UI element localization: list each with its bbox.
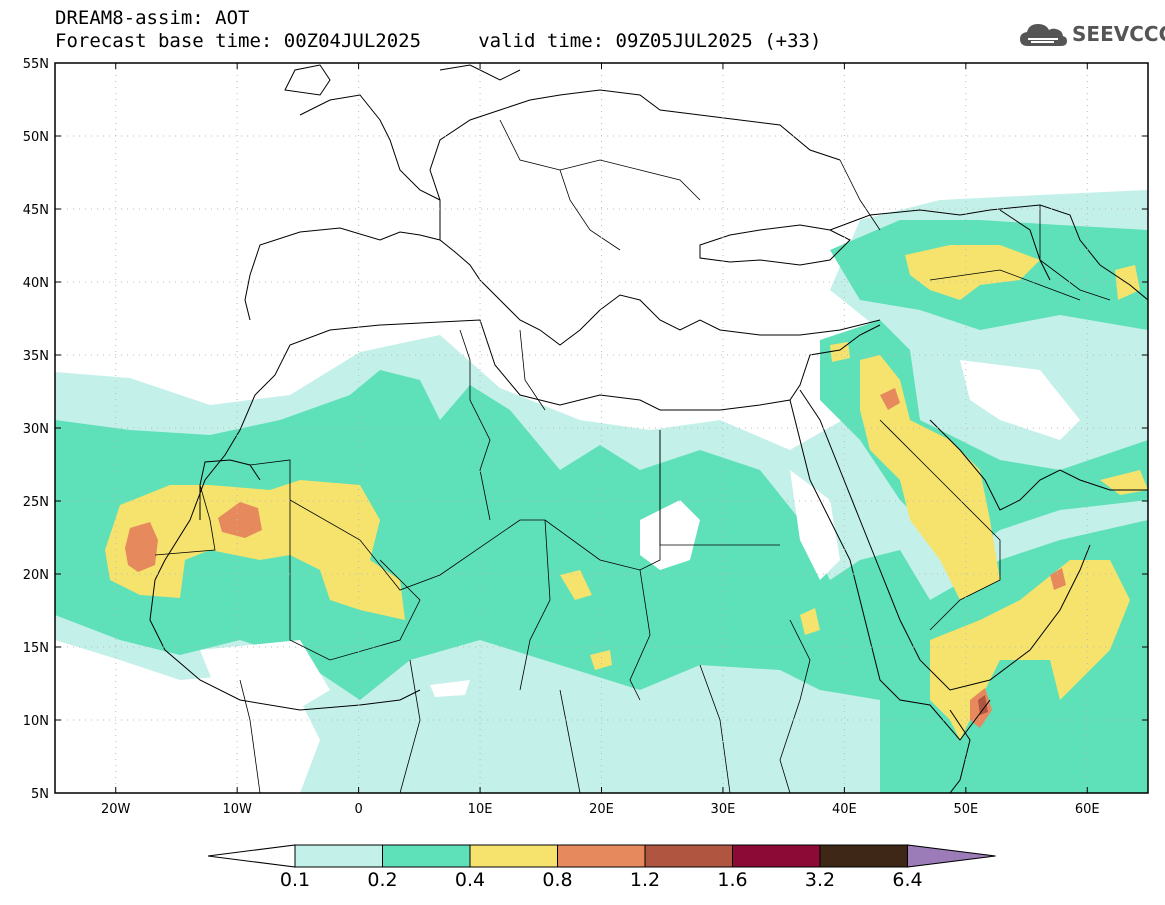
lon-label: 50E [953, 802, 978, 817]
lon-label: 40E [832, 802, 857, 817]
colorbar-label: 0.1 [280, 869, 310, 891]
lat-label: 50N [23, 130, 49, 145]
aot-band-0.2 [55, 220, 1148, 793]
colorbar-segment [557, 844, 646, 868]
coastlines [149, 64, 1148, 793]
aot-band-1.2 [978, 695, 988, 715]
colorbar: 0.1 0.2 0.4 0.8 1.2 1.6 3.2 6.4 [207, 844, 996, 891]
lat-label: 40N [23, 276, 49, 291]
lon-label: 10W [222, 802, 252, 817]
lon-label: 30E [711, 802, 736, 817]
lon-label: 20E [589, 802, 614, 817]
colorbar-segment [469, 844, 558, 868]
colorbar-label: 1.6 [717, 869, 747, 891]
lat-label: 5N [31, 787, 49, 802]
lat-label: 20N [23, 568, 49, 583]
lon-label: 0 [354, 802, 362, 817]
country-borders [154, 119, 1111, 793]
lat-label: 45N [23, 203, 49, 218]
longitude-labels: 20W 10W 0 10E 20E 30E 40E 50E 60E [101, 802, 1100, 817]
colorbar-segment [732, 844, 821, 868]
lat-label: 35N [23, 349, 49, 364]
colorbar-arrow-high [907, 844, 996, 868]
lon-label: 20W [101, 802, 131, 817]
seevccc-logo: SEEVCCC [1018, 20, 1165, 48]
lat-label: 10N [23, 714, 49, 729]
axis-ticks [55, 62, 1148, 794]
aot-contours [55, 190, 1148, 793]
colorbar-label: 0.4 [455, 869, 485, 891]
lat-label: 25N [23, 495, 49, 510]
colorbar-segment [294, 844, 383, 868]
lon-label: 60E [1075, 802, 1100, 817]
map-title: DREAM8-assim: AOT [55, 7, 250, 29]
cloud-icon [1020, 24, 1067, 46]
lat-label: 55N [23, 57, 49, 72]
aot-band-0.8 [125, 388, 1066, 728]
logo-text: SEEVCCC [1072, 22, 1165, 46]
colorbar-segment [644, 844, 733, 868]
lat-label: 30N [23, 422, 49, 437]
colorbar-label: 0.8 [542, 869, 572, 891]
colorbar-segment [382, 844, 471, 868]
aot-clear-areas [55, 360, 1080, 793]
colorbar-label: 3.2 [805, 869, 835, 891]
lon-label: 10E [468, 802, 493, 817]
lat-label: 15N [23, 641, 49, 656]
colorbar-arrow-low [207, 844, 296, 868]
colorbar-label: 0.2 [367, 869, 397, 891]
latitude-labels: 5N 10N 15N 20N 25N 30N 35N 40N 45N 50N 55N [23, 57, 49, 802]
graticule [55, 63, 1148, 793]
colorbar-label: 1.2 [630, 869, 660, 891]
colorbar-label: 6.4 [892, 869, 922, 891]
forecast-times: Forecast base time: 00Z04JUL2025 valid t… [55, 30, 822, 52]
colorbar-segment [819, 844, 908, 868]
